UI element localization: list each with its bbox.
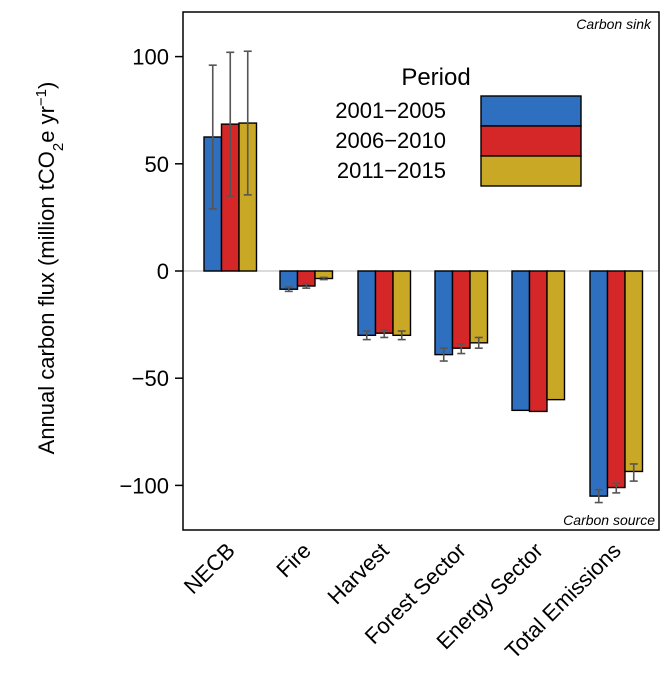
bar-3-2 (469, 270, 489, 344)
bar-2-0 (357, 270, 377, 337)
bar-2-1 (374, 270, 394, 334)
legend-swatch-0 (480, 95, 582, 127)
bar-2-2 (392, 270, 412, 337)
y-axis: −100 −50 0 50 100 (119, 45, 183, 498)
error-bar-0-1 (226, 51, 235, 197)
bar-5-0 (589, 270, 609, 497)
legend-swatch-2 (480, 155, 582, 187)
y-axis-label: Annual carbon flux (million tCO2e yr−1) (33, 82, 67, 455)
bar-4-1 (528, 270, 548, 413)
error-bar-3-0 (439, 347, 448, 362)
category-label-1: Fire (271, 538, 315, 582)
error-bar-5-0 (594, 488, 603, 504)
bar-5-1 (606, 270, 626, 489)
error-bar-2-2 (397, 330, 406, 341)
legend-title: Period (401, 64, 470, 91)
legend-entry-1: 2006−2010 (335, 128, 446, 153)
error-bar-1-0 (284, 286, 293, 293)
carbon-sink-annotation: Carbon sink (576, 16, 652, 32)
error-bar-0-2 (243, 50, 252, 196)
error-bar-1-2 (319, 276, 328, 281)
error-bar-5-2 (629, 463, 638, 482)
category-label-0: NECB (179, 538, 240, 599)
error-bar-2-0 (362, 330, 371, 341)
bar-4-2 (546, 270, 566, 401)
y-tick-label-1: −50 (132, 366, 169, 391)
error-bar-0-0 (208, 64, 217, 210)
error-bar-1-1 (302, 283, 311, 289)
error-bar-2-1 (380, 329, 389, 339)
y-tick-label-0: −100 (119, 473, 169, 498)
error-bar-5-1 (612, 482, 621, 494)
y-tick-label-2: 0 (157, 259, 169, 284)
bar-5-2 (624, 270, 644, 473)
carbon-source-annotation: Carbon source (563, 512, 655, 528)
y-tick-label-4: 100 (132, 45, 169, 70)
category-label-2: Harvest (323, 538, 394, 609)
bar-4-0 (511, 270, 531, 412)
error-bars (208, 50, 638, 504)
legend-entry-0: 2001−2005 (335, 98, 446, 123)
legend: Period 2001−2005 2006−2010 2011−2015 (335, 64, 582, 187)
y-tick-label-3: 50 (145, 152, 169, 177)
bar-3-0 (434, 270, 454, 356)
bar-3-1 (451, 270, 471, 349)
legend-swatch-1 (480, 125, 582, 157)
error-bar-3-2 (474, 336, 483, 349)
legend-entry-2: 2011−2015 (337, 158, 446, 183)
error-bar-3-1 (457, 343, 466, 355)
